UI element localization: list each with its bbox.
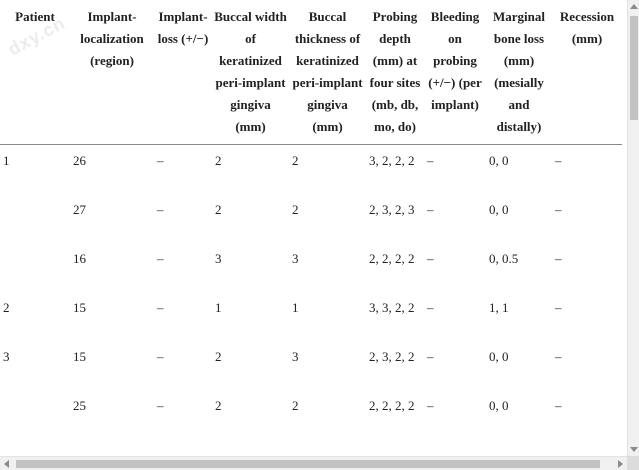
implant-data-table: Patient Implant-localization (region) Im… <box>0 0 622 439</box>
cell-recession: – <box>555 349 562 364</box>
cell-patient: 1 <box>3 153 10 168</box>
table-row: 25 – 2 2 2, 2, 2, 2 – 0, 0 – <box>0 390 622 439</box>
table-viewport: dxy.cn Patient Implant-localization (reg… <box>0 0 622 439</box>
table-row: 16 – 3 3 2, 2, 2, 2 – 0, 0.5 – <box>0 243 622 292</box>
cell-recession: – <box>555 153 562 168</box>
scroll-right-arrow-icon[interactable] <box>618 460 623 468</box>
cell-recession: – <box>555 251 562 266</box>
column-header-buccal-thickness: Buccal thickness of keratinized peri-imp… <box>292 9 363 134</box>
cell-probing-depth: 3, 2, 2, 2 <box>369 153 415 168</box>
cell-probing-depth: 3, 3, 2, 2 <box>369 300 415 315</box>
cell-implant-localization: 16 <box>73 251 86 266</box>
table-row: 3 15 – 2 3 2, 3, 2, 2 – 0, 0 – <box>0 341 622 390</box>
cell-recession: – <box>555 398 562 413</box>
cell-implant-localization: 26 <box>73 153 86 168</box>
cell-bleeding-on-probing: – <box>427 202 434 217</box>
cell-buccal-width: 2 <box>215 349 222 364</box>
cell-implant-loss: – <box>157 398 164 413</box>
cell-marginal-bone-loss: 0, 0 <box>489 349 509 364</box>
cell-probing-depth: 2, 3, 2, 3 <box>369 202 415 217</box>
column-header-marginal-bone-loss: Marginal bone loss (mm) (mesially and di… <box>493 9 545 134</box>
cell-marginal-bone-loss: 0, 0 <box>489 202 509 217</box>
table-row: 1 26 – 2 2 3, 2, 2, 2 – 0, 0 – <box>0 145 622 195</box>
cell-recession: – <box>555 202 562 217</box>
cell-buccal-width: 1 <box>215 300 222 315</box>
cell-buccal-width: 2 <box>215 398 222 413</box>
column-header-implant-localization: Implant-localization (region) <box>80 9 144 68</box>
cell-bleeding-on-probing: – <box>427 251 434 266</box>
cell-implant-localization: 15 <box>73 300 86 315</box>
scroll-down-arrow-icon[interactable] <box>630 447 638 452</box>
column-header-patient: Patient <box>15 9 55 24</box>
column-header-buccal-width: Buccal width of keratinized peri-implant… <box>214 9 287 134</box>
vertical-scroll-thumb[interactable] <box>630 16 638 120</box>
cell-bleeding-on-probing: – <box>427 398 434 413</box>
cell-marginal-bone-loss: 1, 1 <box>489 300 509 315</box>
cell-bleeding-on-probing: – <box>427 349 434 364</box>
cell-implant-loss: – <box>157 251 164 266</box>
vertical-scrollbar[interactable] <box>627 0 639 456</box>
cell-probing-depth: 2, 2, 2, 2 <box>369 398 415 413</box>
horizontal-scroll-thumb[interactable] <box>16 460 600 468</box>
column-header-probing-depth: Probing depth (mm) at four sites (mb, db… <box>369 9 421 134</box>
horizontal-scrollbar[interactable] <box>0 456 627 470</box>
cell-marginal-bone-loss: 0, 0 <box>489 398 509 413</box>
cell-buccal-width: 3 <box>215 251 222 266</box>
scrollbar-corner <box>627 456 639 470</box>
table-row: 2 15 – 1 1 3, 3, 2, 2 – 1, 1 – <box>0 292 622 341</box>
cell-implant-loss: – <box>157 153 164 168</box>
cell-buccal-width: 2 <box>215 202 222 217</box>
cell-patient <box>0 194 70 243</box>
column-header-implant-loss: Implant-loss (+/−) <box>157 9 209 46</box>
column-header-recession: Recession (mm) <box>559 9 615 46</box>
cell-probing-depth: 2, 3, 2, 2 <box>369 349 415 364</box>
cell-implant-localization: 25 <box>73 398 86 413</box>
cell-buccal-thickness: 2 <box>292 398 299 413</box>
cell-patient: 3 <box>3 349 10 364</box>
cell-implant-localization: 27 <box>73 202 86 217</box>
cell-patient <box>0 243 70 292</box>
cell-recession: – <box>555 300 562 315</box>
cell-marginal-bone-loss: 0, 0 <box>489 153 509 168</box>
cell-bleeding-on-probing: – <box>427 300 434 315</box>
cell-marginal-bone-loss: 0, 0.5 <box>489 251 519 266</box>
cell-buccal-thickness: 3 <box>292 349 299 364</box>
cell-buccal-thickness: 2 <box>292 202 299 217</box>
cell-buccal-thickness: 3 <box>292 251 299 266</box>
cell-implant-loss: – <box>157 202 164 217</box>
cell-buccal-thickness: 1 <box>292 300 299 315</box>
cell-implant-loss: – <box>157 349 164 364</box>
cell-buccal-width: 2 <box>215 153 222 168</box>
cell-bleeding-on-probing: – <box>427 153 434 168</box>
scroll-left-arrow-icon[interactable] <box>4 460 9 468</box>
scroll-up-arrow-icon[interactable] <box>630 4 638 9</box>
cell-implant-loss: – <box>157 300 164 315</box>
column-header-bleeding-on-probing: Bleeding on probing (+/−) (per implant) <box>428 9 482 112</box>
cell-patient: 2 <box>3 300 10 315</box>
cell-patient <box>0 390 70 439</box>
cell-buccal-thickness: 2 <box>292 153 299 168</box>
table-row: 27 – 2 2 2, 3, 2, 3 – 0, 0 – <box>0 194 622 243</box>
cell-probing-depth: 2, 2, 2, 2 <box>369 251 415 266</box>
cell-implant-localization: 15 <box>73 349 86 364</box>
table-header-row: Patient Implant-localization (region) Im… <box>0 0 622 145</box>
